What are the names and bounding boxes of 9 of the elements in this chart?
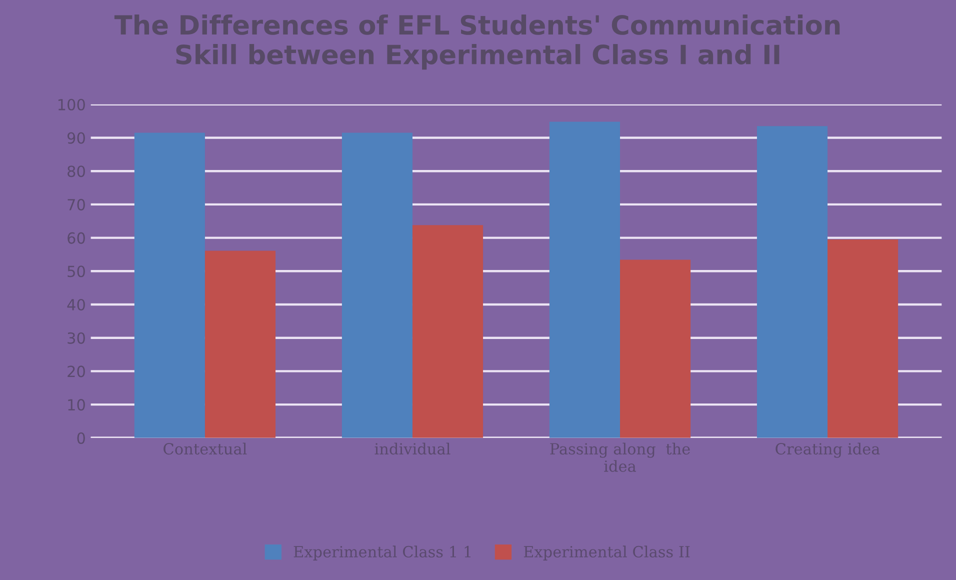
bar [412, 225, 484, 438]
bar [134, 132, 205, 438]
bar [204, 250, 276, 438]
bar [620, 260, 691, 438]
bar [756, 126, 828, 438]
bar [342, 132, 412, 438]
chart-title: The Differences of EFL Students' Communication Skill between Experimental Class I and II [114, 14, 840, 70]
bar [828, 239, 898, 438]
bar [549, 122, 620, 438]
